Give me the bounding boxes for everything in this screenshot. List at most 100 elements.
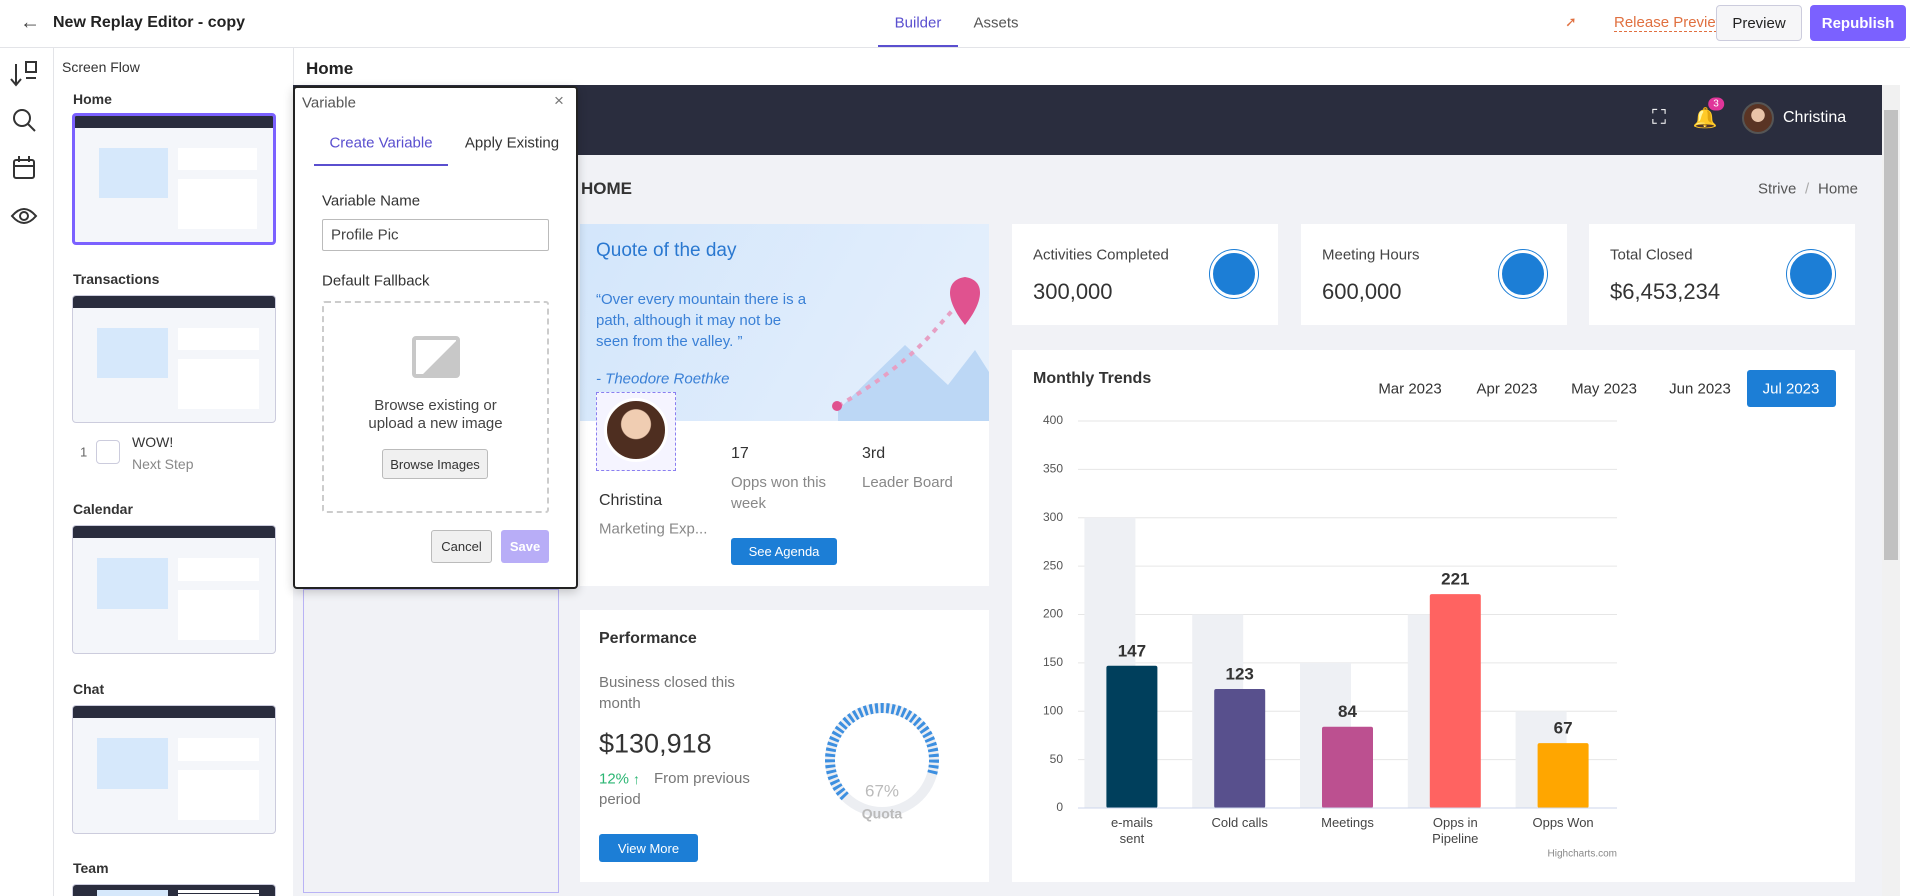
fallback-label: Default Fallback xyxy=(322,272,430,290)
fullscreen-icon[interactable]: ⛶ xyxy=(1652,106,1666,129)
month-active-bg xyxy=(1747,370,1836,407)
screen-name: Team xyxy=(73,860,109,876)
calendar-icon[interactable] xyxy=(13,159,35,179)
performance-amount: $130,918 xyxy=(599,728,712,759)
screen-name: Transactions xyxy=(73,271,160,287)
profile-stat-value: 17 xyxy=(731,445,749,462)
icon-rail xyxy=(10,61,38,224)
thumb-block xyxy=(178,557,259,581)
stat-label: Activities Completed xyxy=(1033,246,1169,264)
thumb-block xyxy=(178,769,259,821)
screen-name: Chat xyxy=(73,681,105,697)
thumb-block xyxy=(178,894,259,896)
canvas-title: Home xyxy=(306,59,354,78)
profile-stat-value: 3rd xyxy=(862,445,886,462)
thumb-block xyxy=(178,737,259,761)
modal-tab[interactable]: Create Variable xyxy=(329,134,433,152)
performance-title: Performance xyxy=(599,630,697,647)
step-subtitle: Next Step xyxy=(132,456,194,472)
modal-tab[interactable]: Apply Existing xyxy=(464,134,560,152)
x-tick-label: Meetings xyxy=(1321,815,1374,830)
search-icon[interactable] xyxy=(13,109,31,127)
release-preview[interactable]: Release Preview xyxy=(1614,14,1727,32)
preview-button[interactable]: Preview xyxy=(1716,5,1802,41)
screen-thumbnail[interactable] xyxy=(72,525,276,654)
performance-subtitle: Business closed this month xyxy=(599,674,735,712)
scrollbar-thumb xyxy=(1884,110,1898,560)
cancel-button[interactable]: Cancel xyxy=(431,530,492,563)
x-tick-label: e-mails sent xyxy=(1110,815,1153,846)
quote-author: - Theodore Roethke xyxy=(596,370,730,388)
thumb-block xyxy=(177,147,258,171)
header-tab[interactable]: Assets xyxy=(973,14,1019,32)
month-tab[interactable]: Jul 2023 xyxy=(1762,380,1820,398)
selection-frame xyxy=(303,589,559,893)
notification-badge: 3 xyxy=(1708,97,1724,111)
editor-title: New Replay Editor - copy xyxy=(53,14,246,31)
trends-card xyxy=(1012,350,1855,882)
profile-stat-label: Opps won this week xyxy=(731,474,827,512)
thumb-block xyxy=(178,327,259,351)
header-tab[interactable]: Builder xyxy=(894,14,942,32)
screen-name: Home xyxy=(73,91,112,107)
x-tick-label: Opps Won xyxy=(1532,815,1594,830)
stat-label: Meeting Hours xyxy=(1322,246,1420,264)
screen-thumbnail[interactable] xyxy=(72,295,276,423)
screen-thumbnail[interactable] xyxy=(72,113,276,245)
change-arrow: ↑ xyxy=(633,771,640,787)
thumb-header xyxy=(73,526,275,538)
thumb-header xyxy=(73,885,275,896)
change-text: From previous period xyxy=(599,770,750,808)
thumb-block xyxy=(97,327,168,378)
page-title: HOME xyxy=(581,179,632,198)
screen-thumbnail[interactable] xyxy=(72,884,276,896)
profile-name: Christina xyxy=(599,492,663,509)
name-value: Profile Pic xyxy=(331,226,399,244)
thumb-block xyxy=(177,179,258,230)
thumb-block xyxy=(97,889,168,896)
see-agenda-button[interactable]: See Agenda xyxy=(731,538,837,565)
modal-close[interactable]: × xyxy=(554,91,564,110)
stat-value: 300,000 xyxy=(1033,279,1113,304)
step-title: WOW! xyxy=(132,434,174,450)
stat-icon xyxy=(1210,250,1258,298)
name-input[interactable] xyxy=(322,219,549,251)
user-avatar xyxy=(1742,102,1774,134)
name-label: Variable Name xyxy=(322,192,421,210)
month-tab[interactable]: Jun 2023 xyxy=(1669,380,1731,398)
profile-role: Marketing Exp... xyxy=(599,520,708,538)
trends-title: Monthly Trends xyxy=(1033,370,1152,387)
performance-change: 12% xyxy=(599,770,630,788)
month-tab[interactable]: Apr 2023 xyxy=(1476,380,1538,398)
browse-images-button[interactable]: Browse Images xyxy=(382,449,488,479)
preview-icon[interactable] xyxy=(10,208,38,224)
screen-name: Calendar xyxy=(73,501,133,517)
back-arrow[interactable]: ← xyxy=(20,11,40,34)
user-name[interactable]: Christina xyxy=(1783,109,1847,126)
thumb-header xyxy=(73,706,275,718)
upload-dropzone[interactable] xyxy=(322,301,549,513)
thumb-block xyxy=(178,589,259,641)
save-button[interactable]: Save xyxy=(501,530,549,563)
modal-title: Variable xyxy=(302,94,356,112)
top-bar xyxy=(0,0,1910,48)
month-tab[interactable]: May 2023 xyxy=(1571,380,1637,398)
screen-thumbnail[interactable] xyxy=(72,705,276,834)
thumb-block xyxy=(98,147,169,198)
bell-icon[interactable]: 🔔 xyxy=(1692,107,1718,130)
stat-value: $6,453,234 xyxy=(1610,279,1721,304)
sidebar-title: Screen Flow xyxy=(62,59,140,75)
thumb-block xyxy=(178,359,259,410)
republish-button[interactable]: Republish xyxy=(1810,5,1906,41)
flow-icon[interactable] xyxy=(10,61,37,87)
rocket-icon: ➚ xyxy=(1565,13,1577,30)
step-icon xyxy=(96,440,120,464)
month-tab[interactable]: Mar 2023 xyxy=(1378,380,1442,398)
view-more-button[interactable]: View More xyxy=(599,834,698,862)
modal-tab-underline xyxy=(314,164,448,166)
thumb-header xyxy=(75,116,273,128)
breadcrumb-sep: / xyxy=(1805,180,1810,198)
thumb-header xyxy=(73,296,275,308)
quote-title: Quote of the day xyxy=(596,240,737,261)
